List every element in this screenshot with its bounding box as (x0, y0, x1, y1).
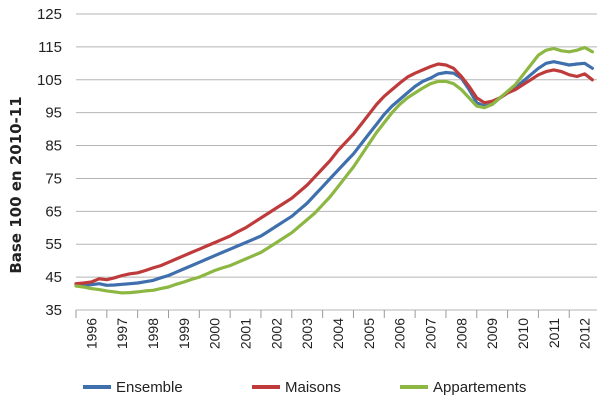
x-tick-label: 1996 (83, 318, 99, 349)
series-line-appartements (74, 45, 594, 295)
y-tick-label: 95 (45, 105, 62, 122)
legend-label-maisons: Maisons (285, 379, 341, 396)
x-tick-label: 2007 (423, 318, 439, 349)
x-tick-label: 2012 (577, 318, 593, 349)
y-tick-label: 55 (45, 236, 62, 253)
x-tick-label: 1999 (176, 318, 192, 349)
x-tick-label: 2001 (238, 318, 254, 349)
x-axis: 1996 1997 1998 1999 2000 2001 2002 2003 2004 2005… (75, 310, 593, 349)
legend: Ensemble Maisons Appartements (83, 379, 526, 396)
x-tick-label: 2006 (392, 318, 408, 349)
y-tick-label: 35 (45, 302, 62, 319)
x-tick-label: 2005 (361, 318, 377, 349)
series-lines (74, 45, 594, 295)
y-tick-label: 115 (38, 39, 62, 56)
x-tick-label: 1998 (145, 318, 161, 349)
y-axis-title: Base 100 en 2010-11 (7, 96, 25, 273)
legend-label-ensemble: Ensemble (116, 379, 183, 396)
x-tick-label: 1997 (114, 318, 130, 349)
y-tick-label: 125 (37, 6, 62, 23)
y-tick-label: 65 (45, 203, 62, 220)
y-tick-label: 75 (45, 170, 62, 187)
x-tick-label: 2008 (453, 318, 469, 349)
y-axis-tick-labels: 35 45 55 65 75 85 95 105 115 125 (37, 6, 62, 319)
y-tick-label: 45 (45, 269, 62, 286)
gridlines (76, 13, 597, 311)
x-tick-label: 2011 (546, 318, 562, 348)
series-line-ensemble (74, 60, 594, 287)
x-tick-label: 2000 (207, 318, 223, 349)
x-tick-label: 2002 (268, 318, 284, 349)
x-tick-label: 2010 (515, 318, 531, 349)
x-tick-label: 2003 (299, 318, 315, 349)
legend-label-appartements: Appartements (433, 379, 526, 396)
x-tick-label: 2009 (484, 318, 500, 349)
x-tick-label: 2004 (330, 318, 346, 349)
y-tick-label: 85 (45, 138, 62, 155)
y-tick-label: 105 (37, 72, 62, 89)
